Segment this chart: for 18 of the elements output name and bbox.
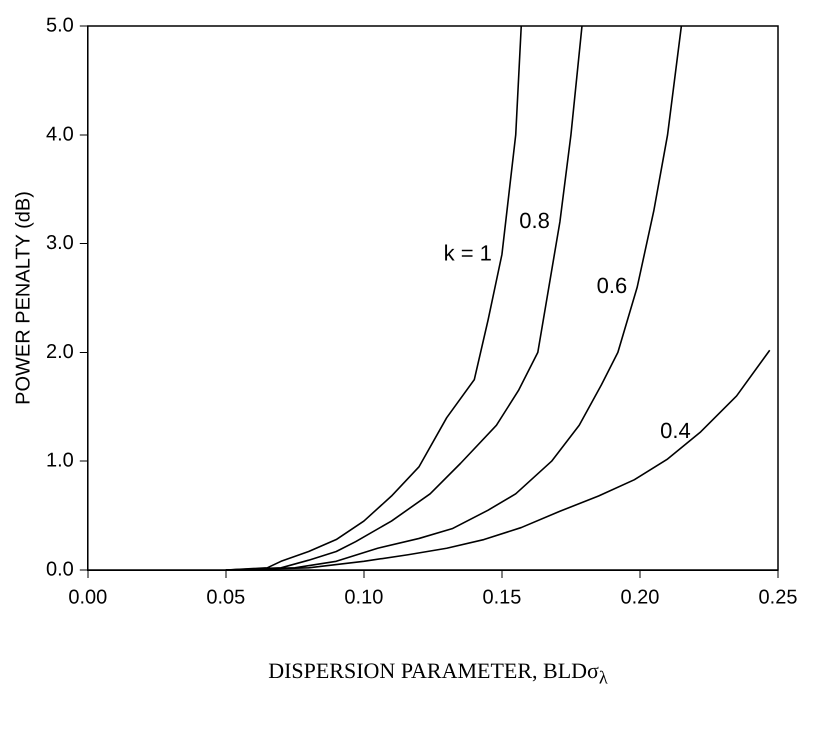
x-axis-title: DISPERSION PARAMETER, BLDσ$_{λ}$ bbox=[267, 658, 609, 688]
x-tick-label: 0.15 bbox=[482, 586, 522, 609]
y-tick-label: 1.0 bbox=[46, 450, 74, 472]
y-tick-label: 2.0 bbox=[46, 340, 74, 363]
x-tick-label: 0.05 bbox=[206, 586, 246, 609]
series-label: 0.4 bbox=[660, 418, 691, 443]
y-axis-title: POWER PENALTY (dB) bbox=[12, 191, 35, 405]
x-tick-label: 0.25 bbox=[758, 586, 798, 609]
series-label: k = 1 bbox=[444, 240, 492, 266]
y-tick-label: 0.0 bbox=[46, 558, 74, 581]
y-tick-label: 5.0 bbox=[46, 14, 74, 37]
series-label: 0.8 bbox=[519, 208, 550, 233]
x-tick-label: 0.10 bbox=[344, 586, 384, 609]
series-label: 0.6 bbox=[596, 273, 628, 298]
x-tick-label: 0.00 bbox=[68, 586, 108, 609]
x-tick-label: 0.20 bbox=[620, 586, 660, 609]
y-tick-label: 3.0 bbox=[46, 232, 74, 254]
y-tick-label: 4.0 bbox=[46, 123, 74, 146]
